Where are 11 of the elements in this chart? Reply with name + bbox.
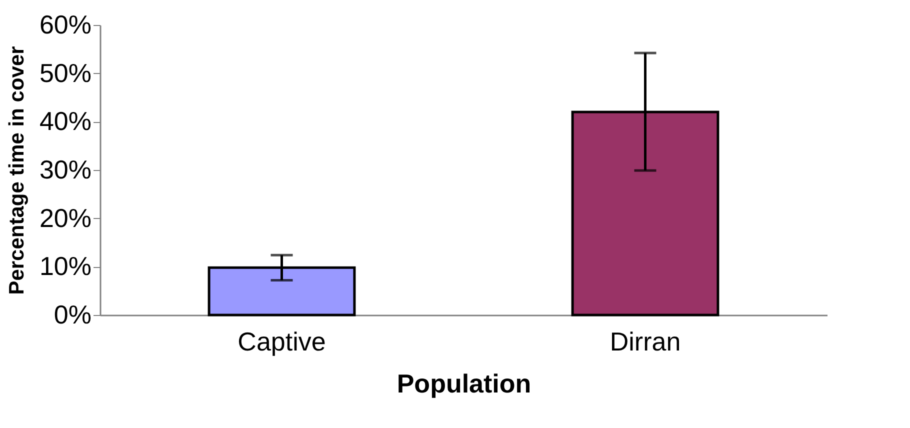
- y-axis-title: Percentage time in cover: [5, 46, 28, 295]
- x-tick-label: Dirran: [610, 326, 681, 356]
- y-tick-label: 0%: [54, 300, 92, 330]
- y-tick-label: 20%: [39, 202, 92, 233]
- y-tick-label: 60%: [39, 10, 92, 40]
- y-tick-label: 10%: [39, 251, 92, 282]
- x-tick-label: Captive: [238, 326, 326, 356]
- y-tick-label: 50%: [39, 58, 92, 88]
- x-axis-title: Population: [396, 368, 532, 398]
- y-tick-label: 40%: [39, 106, 92, 136]
- y-tick-label: 30%: [39, 154, 92, 184]
